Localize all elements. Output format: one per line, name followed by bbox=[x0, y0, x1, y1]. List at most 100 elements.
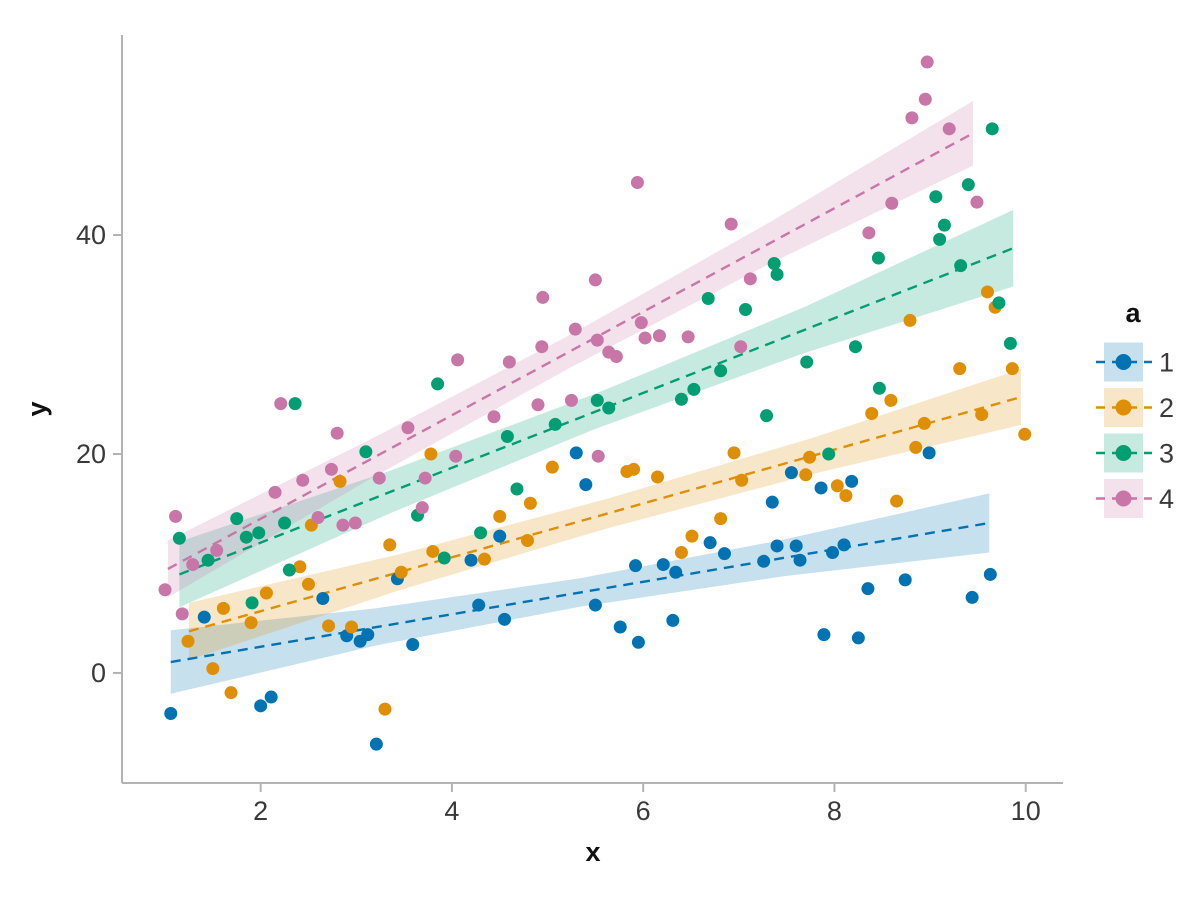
data-point bbox=[245, 596, 259, 610]
data-point bbox=[817, 628, 831, 642]
data-point bbox=[942, 122, 956, 136]
data-point bbox=[826, 546, 840, 560]
legend-title: a bbox=[1125, 298, 1141, 328]
data-point bbox=[630, 175, 644, 189]
data-point bbox=[201, 553, 215, 567]
tick-labels: 2 4 6 8 10 0 20 40 bbox=[76, 220, 1041, 826]
data-point bbox=[784, 466, 798, 480]
data-point bbox=[799, 468, 813, 482]
regression-line-1 bbox=[170, 521, 990, 664]
y-axis-label: y bbox=[22, 401, 52, 416]
data-point bbox=[474, 526, 488, 540]
data-point bbox=[361, 628, 375, 642]
data-point bbox=[789, 539, 803, 553]
data-point bbox=[216, 601, 230, 615]
data-point bbox=[437, 551, 451, 565]
data-point bbox=[970, 195, 984, 209]
data-point bbox=[701, 292, 715, 306]
data-point bbox=[181, 634, 195, 648]
data-point bbox=[848, 340, 862, 354]
data-point bbox=[724, 217, 738, 231]
data-point bbox=[588, 273, 602, 287]
data-point bbox=[714, 512, 728, 526]
data-point bbox=[803, 450, 817, 464]
data-point bbox=[1005, 362, 1019, 376]
series-2-points bbox=[181, 285, 1032, 716]
data-point bbox=[760, 409, 774, 423]
data-point bbox=[734, 340, 748, 354]
data-point bbox=[293, 560, 307, 574]
data-point bbox=[862, 226, 876, 240]
legend-marker bbox=[1115, 354, 1132, 370]
x-tick-label: 10 bbox=[1011, 796, 1041, 826]
data-point bbox=[613, 620, 627, 634]
data-point bbox=[871, 251, 885, 265]
data-point bbox=[920, 55, 934, 69]
legend-label: 4 bbox=[1159, 484, 1174, 514]
x-axis-label: x bbox=[585, 837, 600, 867]
data-point bbox=[197, 610, 211, 624]
data-point bbox=[536, 290, 550, 304]
data-point bbox=[564, 393, 578, 407]
data-point bbox=[401, 421, 415, 435]
data-point bbox=[372, 471, 386, 485]
data-point bbox=[669, 565, 683, 579]
data-point bbox=[602, 401, 616, 415]
series-4-points bbox=[158, 55, 984, 621]
data-point bbox=[839, 489, 853, 503]
data-point bbox=[985, 122, 999, 136]
data-point bbox=[591, 449, 605, 463]
data-point bbox=[239, 530, 253, 544]
legend-item-3: 3 bbox=[1096, 433, 1174, 473]
data-point bbox=[652, 329, 666, 343]
data-point bbox=[493, 529, 507, 543]
data-point bbox=[487, 410, 501, 424]
data-point bbox=[568, 322, 582, 336]
data-point bbox=[500, 429, 514, 443]
data-point bbox=[259, 586, 273, 600]
data-point bbox=[418, 471, 432, 485]
data-point bbox=[638, 331, 652, 345]
data-point bbox=[983, 567, 997, 581]
data-point bbox=[656, 558, 670, 572]
regression-line-3 bbox=[178, 247, 1014, 576]
data-point bbox=[169, 509, 183, 523]
data-point bbox=[282, 563, 296, 577]
data-point bbox=[909, 440, 923, 454]
data-point bbox=[431, 377, 445, 391]
data-point bbox=[845, 474, 859, 488]
data-point bbox=[359, 445, 373, 459]
y-tick-label: 20 bbox=[76, 439, 106, 469]
data-point bbox=[885, 196, 899, 210]
legend-label: 2 bbox=[1159, 393, 1174, 423]
data-point bbox=[288, 397, 302, 411]
data-point bbox=[681, 330, 695, 344]
legend-item-4: 4 bbox=[1096, 479, 1174, 518]
data-point bbox=[330, 426, 344, 440]
data-point bbox=[383, 538, 397, 552]
data-point bbox=[498, 612, 512, 626]
data-point bbox=[980, 285, 994, 299]
legend-item-2: 2 bbox=[1096, 388, 1174, 427]
data-point bbox=[666, 613, 680, 627]
data-point bbox=[210, 543, 224, 557]
data-point bbox=[735, 473, 749, 487]
data-point bbox=[424, 447, 438, 461]
legend-label: 3 bbox=[1159, 439, 1174, 469]
data-point bbox=[757, 554, 771, 568]
data-point bbox=[609, 350, 623, 364]
data-point bbox=[918, 92, 932, 106]
confidence-band-4 bbox=[167, 100, 974, 598]
data-point bbox=[674, 546, 688, 560]
data-point bbox=[230, 512, 244, 526]
data-point bbox=[206, 662, 220, 676]
data-point bbox=[406, 638, 420, 652]
data-point bbox=[703, 536, 717, 550]
data-point bbox=[975, 408, 989, 422]
data-point bbox=[634, 316, 648, 330]
data-point bbox=[415, 501, 429, 515]
data-point bbox=[922, 446, 936, 460]
data-point bbox=[472, 598, 486, 612]
x-tick-label: 6 bbox=[636, 796, 651, 826]
data-point bbox=[837, 538, 851, 552]
